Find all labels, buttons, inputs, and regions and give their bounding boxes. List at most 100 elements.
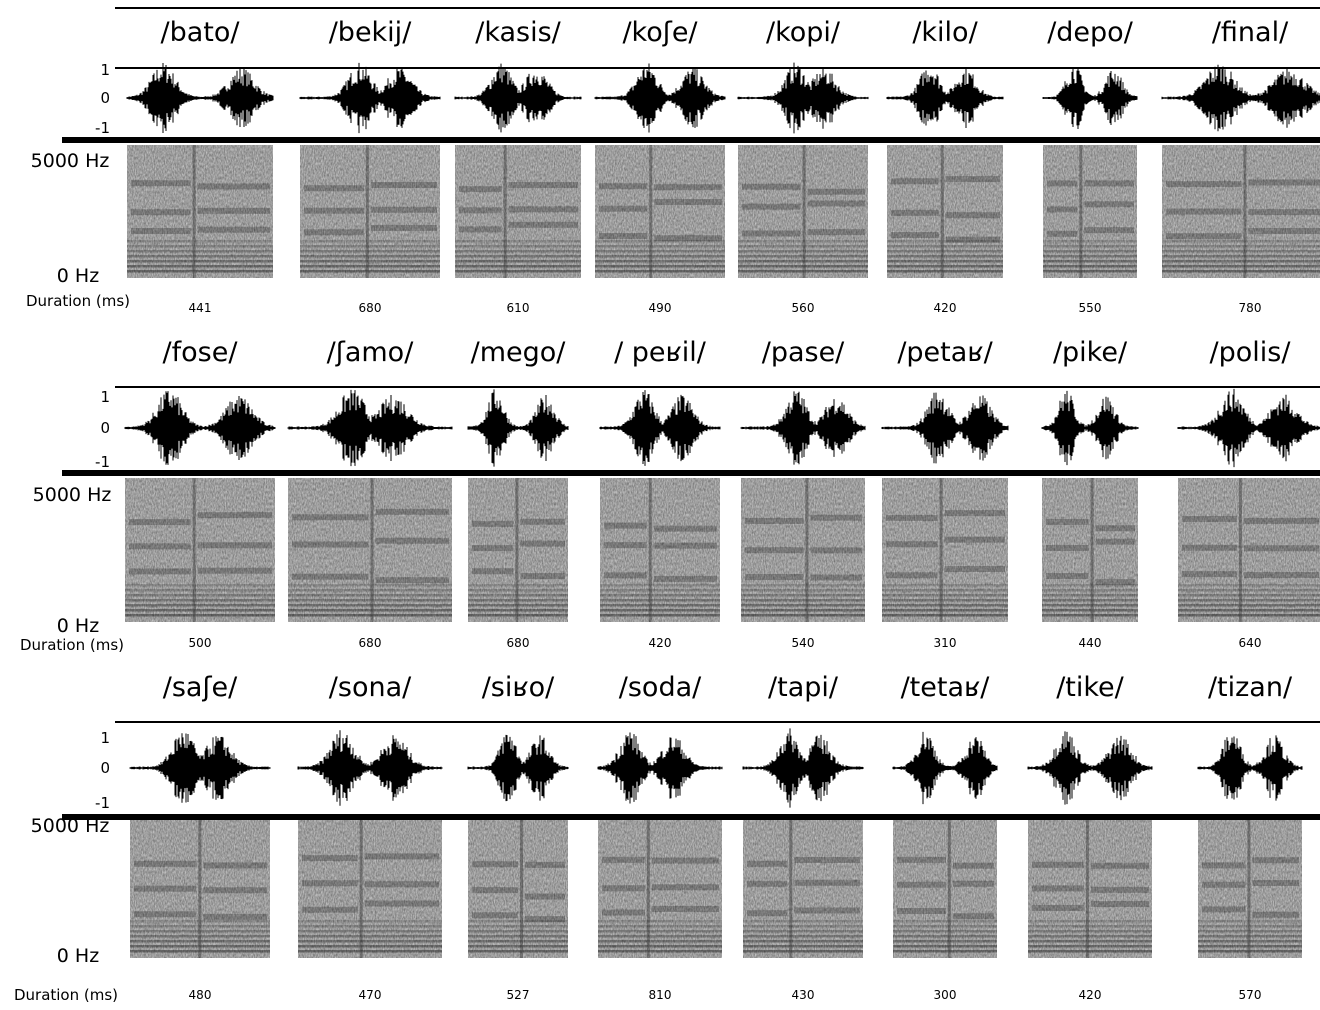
spectrogram-noise [468,478,568,622]
freq-bottom-label: 0 Hz [57,265,99,287]
waveform [124,391,276,465]
waveform [287,389,453,467]
waveform [1161,64,1320,132]
word: /koʃe/ [622,17,698,48]
word: /sona/ [329,672,412,703]
spectrogram-noise [743,820,863,958]
spectrogram-noise [738,145,868,278]
duration-value: 680 [507,636,530,650]
amplitude-label: 0 [100,89,110,107]
waveform [297,730,443,806]
spectrogram-noise [741,478,865,622]
duration-value: 500 [189,636,212,650]
duration-value: 430 [792,988,815,1002]
spectrogram-noise [1178,478,1320,622]
spectrogram-noise [455,145,581,278]
waveform [1177,388,1320,468]
duration-label: Duration (ms) [14,986,118,1004]
spectrogram-noise [1162,145,1320,278]
spectrogram-noise [1043,145,1137,278]
duration-value: 420 [934,301,957,315]
duration-value: 570 [1239,988,1262,1002]
duration-value: 490 [649,301,672,315]
spectrogram-noise [127,145,273,278]
duration-value: 470 [359,988,382,1002]
amplitude-label: -1 [95,794,110,812]
waveform [886,67,1004,129]
waveform [1027,731,1153,805]
duration-value: 560 [792,301,815,315]
waveform [1197,735,1303,801]
waveform [1041,390,1139,466]
amplitude-label: 0 [100,759,110,777]
spectrogram-noise [598,820,722,958]
spectrogram-noise [893,820,997,958]
duration-value: 480 [189,988,212,1002]
spectrogram-noise [468,820,568,958]
amplitude-label: 0 [100,419,110,437]
word: /soda/ [619,672,702,703]
freq-top-label: 5000 Hz [33,484,112,506]
duration-value: 810 [649,988,672,1002]
freq-bottom-label: 0 Hz [57,945,99,967]
spectrogram-noise [1198,820,1302,958]
duration-value: 680 [359,636,382,650]
waveform [597,732,723,804]
word: /tike/ [1056,672,1124,703]
duration-value: 610 [507,301,530,315]
word: /bekij/ [329,17,412,48]
duration-value: 310 [934,636,957,650]
word: / peʁil/ [614,337,707,368]
duration-label: Duration (ms) [26,292,130,310]
freq-top-label: 5000 Hz [31,150,110,172]
word: /kopi/ [766,17,841,48]
duration-value: 550 [1079,301,1102,315]
spectrogram-noise [288,478,452,622]
word: /mego/ [471,337,567,368]
word: /tetaʁ/ [901,672,991,703]
word: /depo/ [1047,17,1134,48]
word: /saʃe/ [163,672,238,703]
word: /kilo/ [912,17,978,48]
amplitude-label: 1 [100,729,110,747]
waveform [126,63,274,133]
spectrogram-noise [600,478,720,622]
word: /tapi/ [768,672,839,703]
word: /pase/ [762,337,845,368]
waveform [740,391,866,465]
spectrogram-noise [130,820,270,958]
waveform [599,390,721,466]
duration-value: 640 [1239,636,1262,650]
waveform [467,734,569,802]
waveform [1042,66,1138,130]
waveform [299,62,441,134]
waveform [737,62,869,134]
spectrogram-noise [595,145,725,278]
spectrogram-noise [887,145,1003,278]
duration-value: 680 [359,301,382,315]
waveform [467,389,569,467]
waveform [129,733,271,803]
word: /tizan/ [1208,672,1293,703]
word: /fose/ [163,337,239,368]
duration-value: 540 [792,636,815,650]
word: /final/ [1212,17,1289,48]
word: /bato/ [161,17,241,48]
duration-value: 780 [1239,301,1262,315]
waveform [892,731,998,805]
word: /pike/ [1053,337,1128,368]
freq-bottom-label: 0 Hz [57,615,99,637]
spectrogram-noise [298,820,442,958]
word: /polis/ [1210,337,1292,368]
amplitude-label: 1 [100,61,110,79]
waveform [454,63,582,133]
spectrogram-noise [882,478,1008,622]
duration-value: 440 [1079,636,1102,650]
word: /ʃamo/ [327,337,415,368]
amplitude-label: 1 [100,388,110,406]
amplitude-label: -1 [95,119,110,137]
duration-value: 420 [649,636,672,650]
duration-value: 527 [507,988,530,1002]
amplitude-label: -1 [95,453,110,471]
